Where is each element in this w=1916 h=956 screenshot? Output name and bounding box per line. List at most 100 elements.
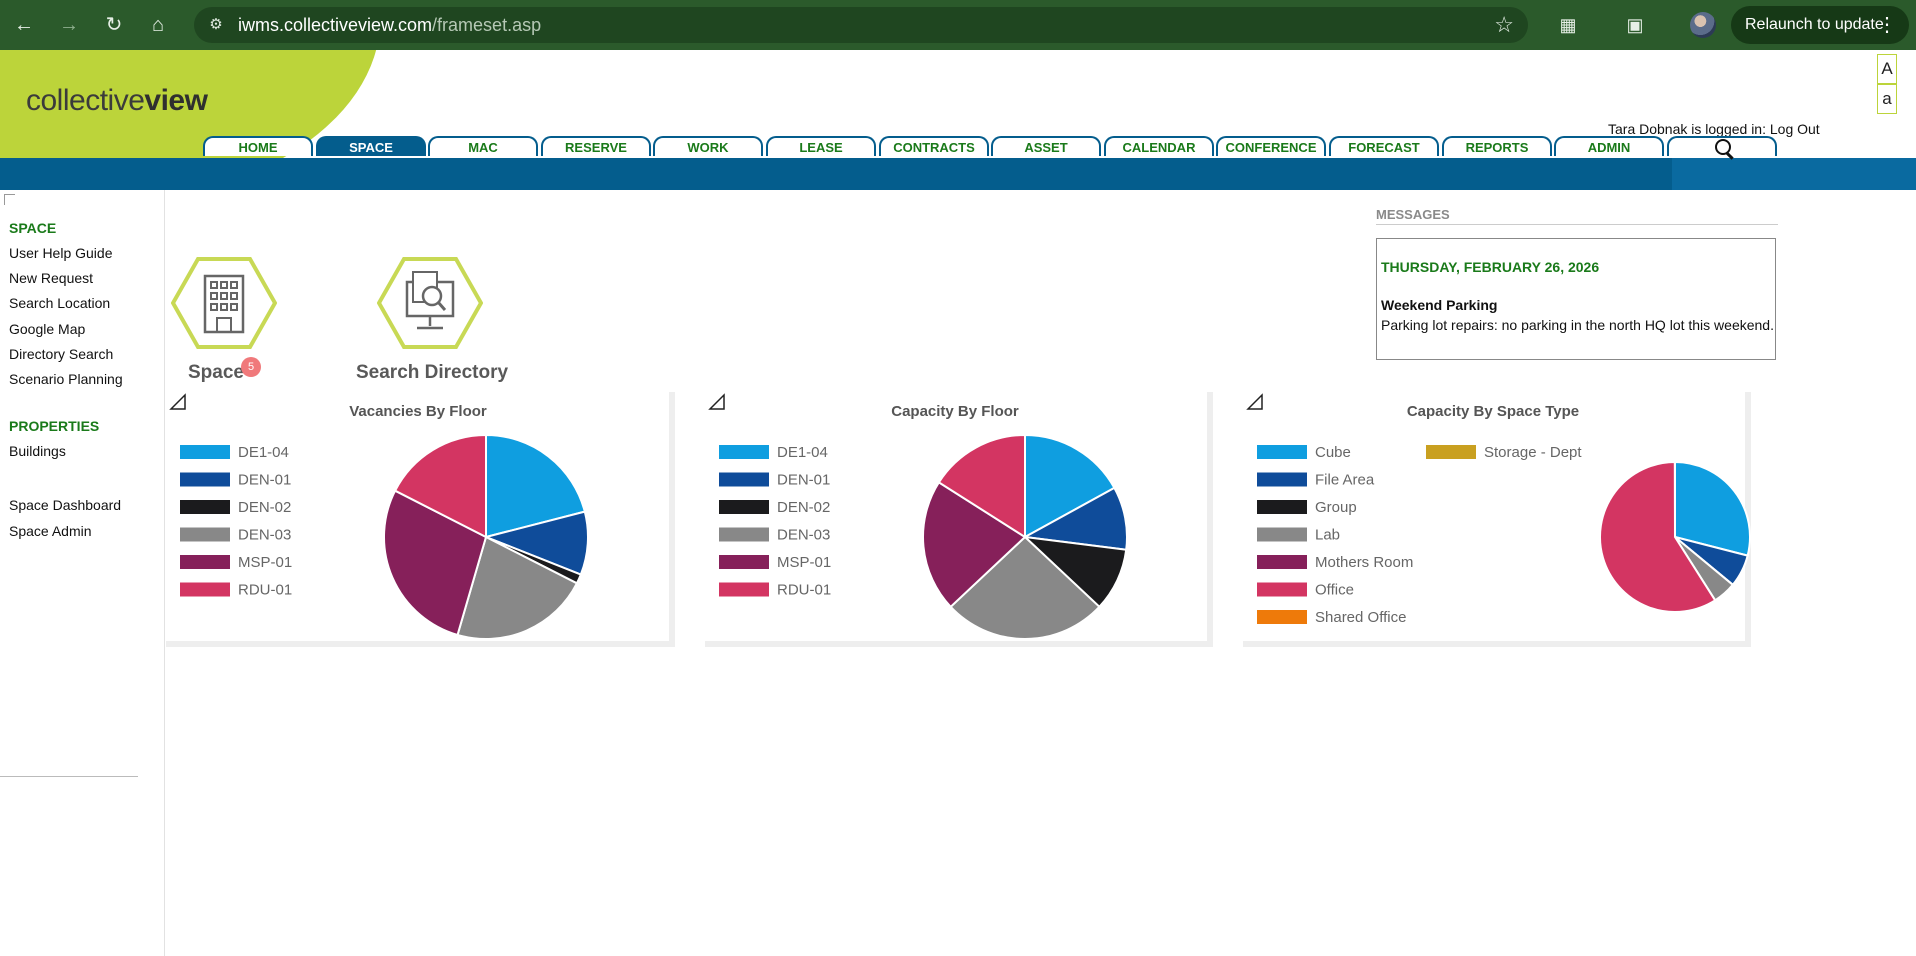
messages-rule xyxy=(1376,224,1778,225)
panel-resize-icon[interactable] xyxy=(169,393,186,410)
sidebar: SPACE User Help Guide New Request Search Lo… xyxy=(0,190,138,956)
cast-icon[interactable]: ▣ xyxy=(1626,15,1644,35)
extensions-icon[interactable]: ▦ xyxy=(1559,15,1577,35)
tab-work[interactable]: WORK xyxy=(653,136,763,156)
pie-slice-rdu-01[interactable] xyxy=(393,433,487,539)
tab-calendar[interactable]: CALENDAR xyxy=(1104,136,1214,156)
capacity-by-space-type-panel: Capacity By Space Type Cube File Area Group… xyxy=(1243,392,1751,647)
search-icon[interactable] xyxy=(1715,139,1731,155)
collectiveview-logo[interactable]: collectiveview xyxy=(26,84,208,117)
tab-conference[interactable]: CONFERENCE xyxy=(1216,136,1326,156)
tab-space[interactable]: SPACE xyxy=(316,136,426,156)
kebab-menu-icon[interactable]: ⋮ xyxy=(1877,14,1897,36)
pie-chart-3: Capacity By Space Type Cube File Area Group… xyxy=(1246,393,1751,626)
sidebar-divider xyxy=(164,190,165,956)
capacity-by-floor-panel: Capacity By Floor DE1-04 DEN-01 DEN-02 DEN-0… xyxy=(705,392,1213,647)
tab-forecast[interactable]: FORECAST xyxy=(1329,136,1439,156)
pie-slice-den-03[interactable] xyxy=(949,535,1101,640)
pie-slice-cube[interactable] xyxy=(1674,460,1751,557)
login-status[interactable]: Tara Dobnak is logged in: Log Out xyxy=(1608,121,1820,137)
building-icon xyxy=(171,256,277,350)
sidebar-item-directory-search[interactable]: Directory Search xyxy=(9,345,114,362)
header-band xyxy=(0,158,1916,190)
site-settings-icon[interactable]: ⚙ xyxy=(209,16,223,33)
legend-label[interactable]: DEN-02 xyxy=(238,499,291,516)
legend-swatch xyxy=(1257,472,1307,487)
legend-label[interactable]: Storage - Dept xyxy=(1484,444,1582,461)
tab-contracts[interactable]: CONTRACTS xyxy=(879,136,989,156)
tab-lease[interactable]: LEASE xyxy=(766,136,876,156)
tab-admin[interactable]: ADMIN xyxy=(1554,136,1664,156)
legend-label[interactable]: Lab xyxy=(1315,527,1340,544)
sidebar-item-user-help-guide[interactable]: User Help Guide xyxy=(9,245,113,261)
space-quicklink-label[interactable]: Space xyxy=(188,362,244,383)
search-directory-quicklink[interactable] xyxy=(370,256,490,350)
legend-swatch xyxy=(1257,610,1307,624)
space-quicklink[interactable] xyxy=(164,256,284,350)
legend-swatch xyxy=(180,527,230,542)
sidebar-item-google-map[interactable]: Google Map xyxy=(9,320,86,337)
legend-label[interactable]: DEN-01 xyxy=(238,472,291,489)
tab-mac[interactable]: MAC xyxy=(428,136,538,156)
legend-label[interactable]: MSP-01 xyxy=(777,554,831,571)
legend-label[interactable]: DE1-04 xyxy=(777,444,828,461)
bookmark-star-icon[interactable]: ☆ xyxy=(1494,12,1514,37)
legend-swatch xyxy=(719,445,769,459)
legend-label[interactable]: DEN-03 xyxy=(238,527,291,544)
legend-label[interactable]: Cube xyxy=(1315,444,1351,461)
home-icon[interactable]: ⌂ xyxy=(151,14,165,36)
tab-home[interactable]: HOME xyxy=(203,136,313,156)
chart-title: Vacancies By Floor xyxy=(349,403,487,420)
pie-slice-den-03[interactable] xyxy=(456,535,579,640)
legend-swatch xyxy=(719,472,769,487)
legend-swatch xyxy=(1257,445,1307,459)
legend-label[interactable]: File Area xyxy=(1315,472,1375,489)
tab-reports[interactable]: REPORTS xyxy=(1442,136,1552,156)
resize-corner-icon[interactable] xyxy=(4,194,15,205)
sidebar-item-new-request[interactable]: New Request xyxy=(9,270,94,287)
tab-asset[interactable]: ASSET xyxy=(991,136,1101,156)
panel-resize-icon[interactable] xyxy=(1246,393,1263,410)
sidebar-item-search-location[interactable]: Search Location xyxy=(9,295,111,312)
reload-icon[interactable]: ↻ xyxy=(105,14,123,36)
profile-avatar[interactable] xyxy=(1690,12,1716,38)
legend-label[interactable]: DEN-03 xyxy=(777,527,830,544)
legend-label[interactable]: Shared Office xyxy=(1315,609,1406,626)
address-bar[interactable]: ⚙ iwms.collectiveview.com/frameset.asp ☆ xyxy=(194,7,1528,43)
pie-slice-msp-01[interactable] xyxy=(383,489,488,637)
legend-label[interactable]: Group xyxy=(1315,499,1357,516)
legend-label[interactable]: RDU-01 xyxy=(238,582,292,599)
legend-label[interactable]: RDU-01 xyxy=(777,582,831,599)
relaunch-button[interactable]: Relaunch to update ⋮ xyxy=(1731,6,1909,44)
pie-slice-de1-04[interactable] xyxy=(1024,433,1116,539)
message-body: Parking lot repairs: no parking in the n… xyxy=(1381,317,1774,333)
font-small-button[interactable]: a xyxy=(1877,84,1897,114)
messages-heading: MESSAGES xyxy=(1376,207,1450,222)
legend-swatch xyxy=(180,582,230,597)
legend-label[interactable]: DEN-01 xyxy=(777,472,830,489)
panel-resize-icon[interactable] xyxy=(708,393,725,410)
sidebar-item-scenario-planning[interactable]: Scenario Planning xyxy=(9,371,123,387)
legend-label[interactable]: MSP-01 xyxy=(238,554,292,571)
pie-slice-office[interactable] xyxy=(1599,460,1717,613)
tab-search[interactable] xyxy=(1667,136,1777,156)
sidebar-item-buildings[interactable]: Buildings xyxy=(9,443,66,459)
sidebar-rule xyxy=(0,776,138,777)
pie-slice-rdu-01[interactable] xyxy=(937,433,1026,539)
sidebar-item-space-dashboard[interactable]: Space Dashboard xyxy=(9,497,122,513)
chart-title: Capacity By Space Type xyxy=(1407,403,1579,420)
search-directory-label[interactable]: Search Directory xyxy=(356,362,509,383)
back-arrow-icon[interactable]: ← xyxy=(14,14,34,36)
legend-label[interactable]: Mothers Room xyxy=(1315,554,1413,571)
sidebar-item-space-admin[interactable]: Space Admin xyxy=(9,522,92,539)
legend-label[interactable]: DEN-02 xyxy=(777,499,830,516)
font-large-button[interactable]: A xyxy=(1877,54,1897,84)
legend-swatch xyxy=(719,500,769,514)
pie-slice-de1-04[interactable] xyxy=(485,433,587,539)
legend-label[interactable]: DE1-04 xyxy=(238,444,289,461)
legend-label[interactable]: Office xyxy=(1315,582,1354,599)
forward-arrow-icon[interactable]: → xyxy=(59,14,79,36)
tab-reserve[interactable]: RESERVE xyxy=(541,136,651,156)
url-text[interactable]: iwms.collectiveview.com/frameset.asp xyxy=(238,15,542,35)
pie-slice-msp-01[interactable] xyxy=(922,480,1027,609)
